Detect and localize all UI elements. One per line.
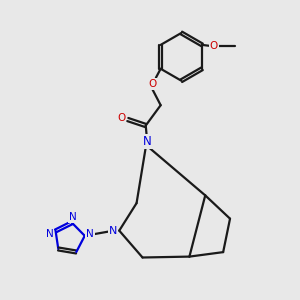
Text: O: O: [148, 79, 156, 89]
Text: O: O: [210, 41, 218, 51]
Text: N: N: [46, 229, 53, 239]
Text: O: O: [117, 113, 125, 123]
Text: N: N: [86, 229, 94, 239]
Text: N: N: [109, 226, 117, 236]
Text: N: N: [143, 135, 152, 148]
Text: N: N: [69, 212, 76, 222]
